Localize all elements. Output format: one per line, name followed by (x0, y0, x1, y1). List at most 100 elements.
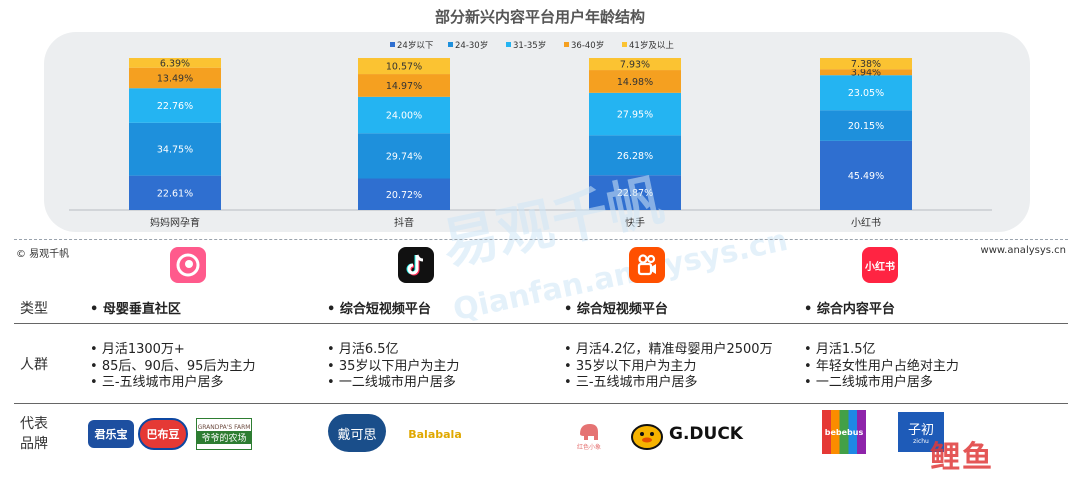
crowd-line: 一二线城市用户居多 (327, 375, 459, 392)
bar-segment (589, 58, 681, 71)
row-label-brand-1: 代表 (20, 416, 48, 432)
type-text: 母婴垂直社区 (90, 302, 181, 319)
bar-segment (129, 122, 221, 176)
bar-segment (129, 88, 221, 123)
crowd-line: 三-五线城市用户居多 (564, 375, 773, 392)
brand-text: 子初 (907, 423, 934, 438)
type-text: 综合短视频平台 (564, 302, 668, 319)
row-separator (14, 403, 1068, 404)
mamawang-icon (170, 247, 206, 283)
x-tick-label: 快手 (625, 216, 645, 229)
data-label: 14.98% (617, 77, 653, 88)
data-label: 22.76% (157, 101, 193, 112)
legend-label: 24岁以下 (397, 40, 434, 51)
brand-logo-gduck: G.DUCK (626, 416, 746, 452)
data-label: 20.15% (848, 121, 884, 132)
chart-title: 部分新兴内容平台用户年龄结构 (434, 8, 645, 26)
crowd-line: 一二线城市用户居多 (804, 375, 959, 392)
type-cell: 母婴垂直社区 (90, 302, 181, 319)
brand-text: GRANDPA'S FARM (197, 424, 251, 431)
data-label: 22.61% (157, 188, 193, 199)
crowd-cell: 月活1.5亿 年轻女性用户占绝对主力 一二线城市用户居多 (804, 342, 959, 392)
bar-segment (358, 74, 450, 97)
legend-label: 41岁及以上 (629, 40, 674, 51)
data-label: 3.94% (851, 68, 881, 79)
crowd-line: 月活4.2亿，精准母婴用户2500万 (564, 342, 773, 359)
legend-label: 36-40岁 (571, 40, 604, 51)
bar-segment (358, 133, 450, 179)
bar-segment (820, 58, 912, 70)
type-text: 综合短视频平台 (327, 302, 431, 319)
data-label: 29.74% (386, 151, 422, 162)
bar-segment (589, 92, 681, 136)
legend-swatch (390, 42, 395, 47)
crowd-line: 月活6.5亿 (327, 342, 459, 359)
data-label: 14.97% (386, 81, 422, 92)
brand-logo-bebebus: bebebus (822, 410, 866, 454)
data-label: 34.75% (157, 145, 193, 156)
crowd-line: 35岁以下用户为主力 (564, 359, 773, 376)
douyin-icon (398, 247, 434, 283)
data-label: 6.39% (160, 58, 190, 69)
row-label-type: 类型 (20, 301, 48, 317)
brand-text: 爷爷的农场 (197, 431, 251, 444)
crowd-line: 三-五线城市用户居多 (90, 375, 255, 392)
brand-logo-zichu: 子初 zichu (898, 412, 944, 452)
corner-watermark: 鲤鱼 (930, 440, 994, 475)
brand-text: zichu (913, 438, 929, 445)
crowd-line: 年轻女性用户占绝对主力 (804, 359, 959, 376)
x-tick-label: 妈妈网孕育 (150, 216, 200, 229)
data-label: 23.05% (848, 88, 884, 99)
bar-segment (129, 175, 221, 210)
x-tick-label: 抖音 (394, 216, 414, 229)
bar-segment (129, 67, 221, 89)
brand-logo-red-elephant: 红色小象 (572, 418, 606, 452)
data-label: 22.87% (617, 188, 653, 199)
data-label: 24.00% (386, 111, 422, 122)
source-label: © 易观千帆 (16, 249, 70, 260)
legend-swatch (448, 42, 453, 47)
row-label-crowd: 人群 (20, 357, 48, 373)
brand-logo-daikesi: 戴可思 (328, 414, 386, 452)
data-label: 45.49% (848, 171, 884, 182)
brand-logo-babudou: 巴布豆 (138, 418, 188, 450)
data-label: 13.49% (157, 73, 193, 84)
type-cell: 综合短视频平台 (327, 302, 431, 319)
x-tick-label: 小红书 (851, 216, 881, 229)
brand-logo-balabala: Balabala (408, 427, 462, 441)
crowd-cell: 月活1300万+ 85后、90后、95后为主力 三-五线城市用户居多 (90, 342, 256, 392)
data-label: 26.28% (617, 151, 653, 162)
bar-segment (820, 140, 912, 210)
bar-segment (589, 70, 681, 93)
data-label: 20.72% (386, 190, 422, 201)
legend-swatch (622, 42, 627, 47)
stacked-bar-chart: 24岁以下 24-30岁 31-35岁 36-40岁 41岁及以上 22.61% 34.75… (69, 40, 992, 229)
crowd-line: 35岁以下用户为主力 (327, 359, 460, 376)
website-label: www.analysys.cn (980, 245, 1066, 256)
type-cell: 综合短视频平台 (564, 302, 668, 319)
bar-segment (129, 58, 221, 68)
row-label-brand-2: 品牌 (20, 436, 48, 452)
row-separator (14, 323, 1068, 324)
data-label: 27.95% (617, 110, 653, 121)
data-label: 7.38% (851, 59, 881, 70)
crowd-line: 月活1.5亿 (804, 342, 959, 359)
data-label: 7.93% (620, 60, 650, 71)
bar-segment (589, 135, 681, 176)
bar-segment (358, 96, 450, 134)
bar-segment (589, 175, 681, 210)
legend-swatch (506, 42, 511, 47)
crowd-line: 85后、90后、95后为主力 (90, 359, 256, 376)
crowd-cell: 月活4.2亿，精准母婴用户2500万 35岁以下用户为主力 三-五线城市用户居多 (564, 342, 773, 392)
data-label: 10.57% (386, 62, 422, 73)
bar-segment (820, 75, 912, 111)
type-cell: 综合内容平台 (804, 302, 895, 319)
type-text: 综合内容平台 (804, 302, 895, 319)
legend-label: 24-30岁 (455, 40, 488, 51)
crowd-cell: 月活6.5亿 35岁以下用户为主力 一二线城市用户居多 (327, 342, 460, 392)
xiaohongshu-icon: 小红书 (862, 247, 898, 283)
brand-text: 红色小象 (576, 443, 601, 451)
legend-swatch (564, 42, 569, 47)
crowd-line: 月活1300万+ (90, 342, 255, 359)
divider-dashed (14, 239, 1068, 240)
